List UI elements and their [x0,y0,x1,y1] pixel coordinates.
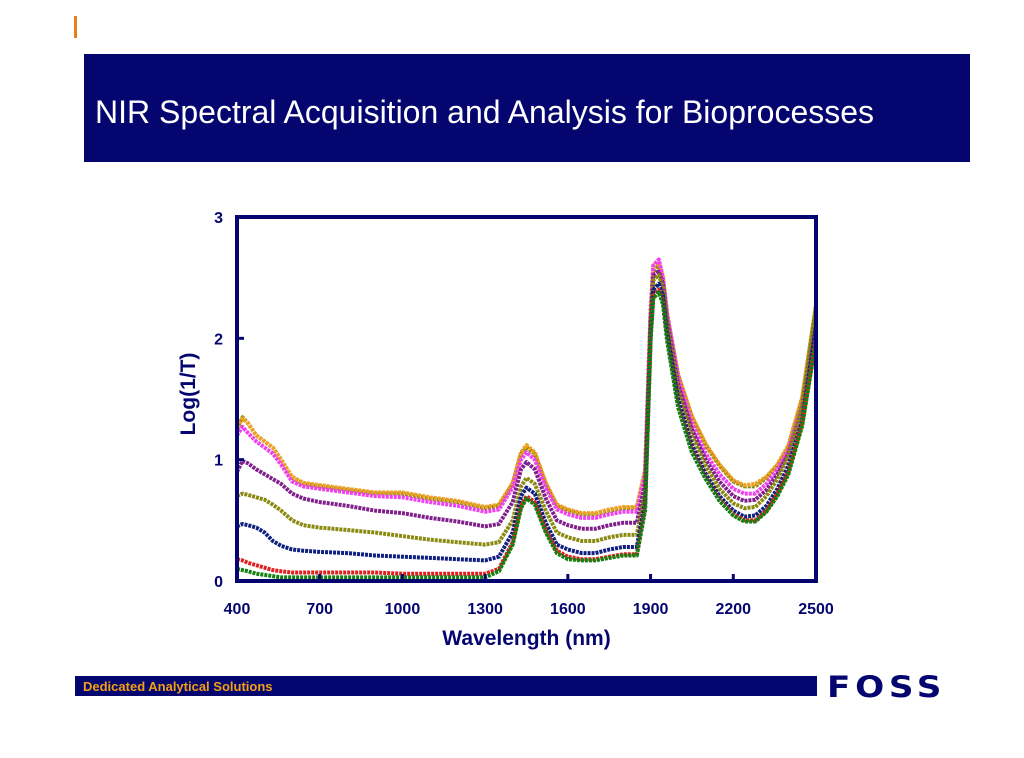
spectra-chart: 400 700 1000 1300 1600 1900 2200 2500 0 1 2 3 Wavel… [177,210,834,650]
footer-bar: Dedicated Analytical Solutions [75,676,817,696]
y-tick-label: 3 [214,210,223,227]
series-line-1 [237,263,816,517]
series-line-4 [237,269,816,531]
tick-layer: 400 700 1000 1300 1600 1900 2200 2500 0 1 2 3 [214,210,834,618]
x-tick-label: 1600 [550,601,586,618]
x-tick-label: 700 [306,601,333,618]
x-tick-label: 2500 [798,601,834,618]
y-tick-label: 1 [214,453,223,470]
x-tick-label: 2200 [715,601,751,618]
footer-text: Dedicated Analytical Solutions [83,679,273,694]
x-axis-title: Wavelength (nm) [442,627,610,650]
x-tick-label: 1000 [385,601,421,618]
series-line-2 [237,261,816,516]
series-line-8 [237,290,816,580]
title-banner: NIR Spectral Acquisition and Analysis fo… [84,54,970,162]
accent-bar [74,16,77,38]
x-tick-label: 1300 [467,601,503,618]
y-axis-title: Log(1/T) [177,353,200,436]
x-tick-label: 400 [224,601,251,618]
series-layer [237,257,816,580]
y-tick-label: 2 [214,331,223,348]
series-line-3 [237,257,816,520]
series-line-6 [237,281,816,563]
slide-title: NIR Spectral Acquisition and Analysis fo… [95,93,875,130]
x-tick-label: 1900 [633,601,669,618]
series-line-7 [237,287,816,576]
y-tick-label: 0 [214,574,223,591]
plot-frame [235,215,818,583]
foss-logo: FOSS [827,670,947,704]
